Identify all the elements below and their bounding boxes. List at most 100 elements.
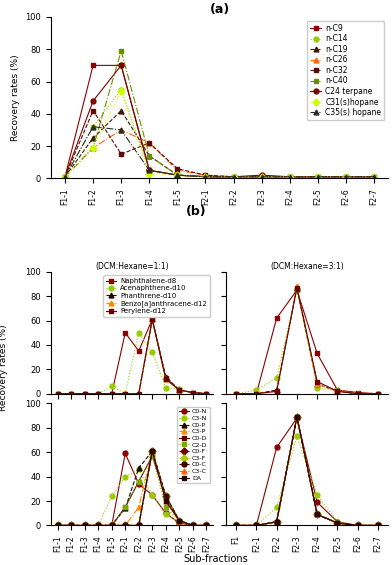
n-C9	[316, 173, 320, 180]
n-C26	[372, 173, 376, 180]
C3-P	[109, 522, 114, 529]
Benzo[a]anthracene-d12	[96, 390, 101, 397]
n-C19	[372, 173, 376, 180]
DA	[163, 498, 168, 505]
C3-P	[315, 511, 319, 518]
DA	[254, 522, 259, 529]
n-C32	[175, 166, 180, 172]
n-C26	[259, 173, 264, 180]
C0-N	[69, 522, 74, 529]
DA	[177, 517, 181, 524]
n-C14	[231, 173, 236, 180]
Benzo[a]anthracene-d12	[274, 388, 279, 395]
Acenaphthene-d10	[234, 390, 238, 397]
Line: n-C9: n-C9	[63, 63, 376, 179]
n-C19	[259, 173, 264, 180]
C0-C	[355, 522, 360, 529]
C3-F	[150, 447, 154, 454]
Line: Naphthalene-d8: Naphthalene-d8	[55, 317, 209, 396]
C0-D	[150, 453, 154, 459]
n-C19	[63, 173, 67, 180]
Benzo[a]anthracene-d12	[355, 390, 360, 397]
C35(s) hopane	[119, 127, 123, 133]
C0-D	[69, 522, 74, 529]
C3-P	[294, 414, 299, 420]
C0-C	[315, 511, 319, 518]
Benzo[a]anthracene-d12	[123, 390, 128, 397]
n-C9	[63, 173, 67, 180]
n-C14	[259, 173, 264, 180]
C0-P	[274, 519, 279, 525]
n-C9	[372, 173, 376, 180]
C2-D	[69, 522, 74, 529]
C0-C	[150, 447, 154, 454]
C3-F	[55, 522, 60, 529]
Acenaphthene-d10	[136, 329, 141, 336]
C0-P	[163, 493, 168, 499]
DA	[335, 520, 340, 527]
C31(s)hopane	[259, 173, 264, 180]
C3-P	[376, 522, 380, 529]
C0-N	[109, 522, 114, 529]
n-C40	[119, 47, 123, 54]
C0-C	[234, 522, 238, 529]
C0-N	[274, 444, 279, 451]
C2-D	[109, 522, 114, 529]
C3-C	[82, 522, 87, 529]
n-C14	[119, 86, 123, 93]
Line: Benzo[a]anthracene-d12: Benzo[a]anthracene-d12	[234, 284, 380, 396]
Benzo[a]anthracene-d12	[234, 390, 238, 397]
n-C14	[147, 167, 152, 173]
Acenaphthene-d10	[274, 375, 279, 381]
C3-P	[96, 522, 101, 529]
C0-F	[82, 522, 87, 529]
Naphthalene-d8	[315, 350, 319, 357]
C0-F	[123, 522, 128, 529]
n-C9	[147, 167, 152, 173]
Naphthalene-d8	[82, 390, 87, 397]
C2-D	[96, 522, 101, 529]
C24 terpane	[259, 172, 264, 179]
Phanthrene-d10	[82, 390, 87, 397]
Line: Perylene-d12: Perylene-d12	[55, 317, 209, 396]
C3-C	[163, 498, 168, 505]
C0-D	[355, 522, 360, 529]
C0-P	[254, 522, 259, 529]
Naphthalene-d8	[274, 315, 279, 321]
C0-F	[177, 517, 181, 524]
n-C26	[343, 173, 348, 180]
n-C32	[63, 173, 67, 180]
C3-F	[96, 522, 101, 529]
Naphthalene-d8	[69, 390, 74, 397]
C0-D	[376, 522, 380, 529]
Line: C35(s) hopane: C35(s) hopane	[63, 124, 376, 179]
Acenaphthene-d10	[191, 390, 195, 397]
C2-D	[315, 511, 319, 518]
Line: C0-C: C0-C	[234, 415, 380, 528]
Acenaphthene-d10	[177, 385, 181, 392]
Line: Benzo[a]anthracene-d12: Benzo[a]anthracene-d12	[55, 317, 209, 396]
Line: C3-F: C3-F	[55, 449, 209, 528]
C3-P	[274, 519, 279, 525]
Line: Phanthrene-d10: Phanthrene-d10	[55, 317, 209, 396]
C0-D	[234, 522, 238, 529]
C0-N	[376, 522, 380, 529]
C0-C	[163, 493, 168, 499]
C3-P	[254, 522, 259, 529]
Phanthrene-d10	[163, 373, 168, 380]
C31(s)hopane	[175, 172, 180, 179]
Title: (a): (a)	[209, 3, 230, 16]
C3-P	[234, 522, 238, 529]
C3-N	[109, 493, 114, 499]
Line: C0-D: C0-D	[234, 415, 380, 528]
Line: C0-F: C0-F	[234, 415, 380, 528]
Perylene-d12	[82, 390, 87, 397]
Phanthrene-d10	[191, 389, 195, 396]
n-C40	[372, 173, 376, 180]
Naphthalene-d8	[191, 389, 195, 396]
C0-C	[177, 517, 181, 524]
C3-C	[254, 522, 259, 529]
Perylene-d12	[177, 386, 181, 393]
C24 terpane	[91, 98, 95, 105]
C0-C	[191, 522, 195, 529]
